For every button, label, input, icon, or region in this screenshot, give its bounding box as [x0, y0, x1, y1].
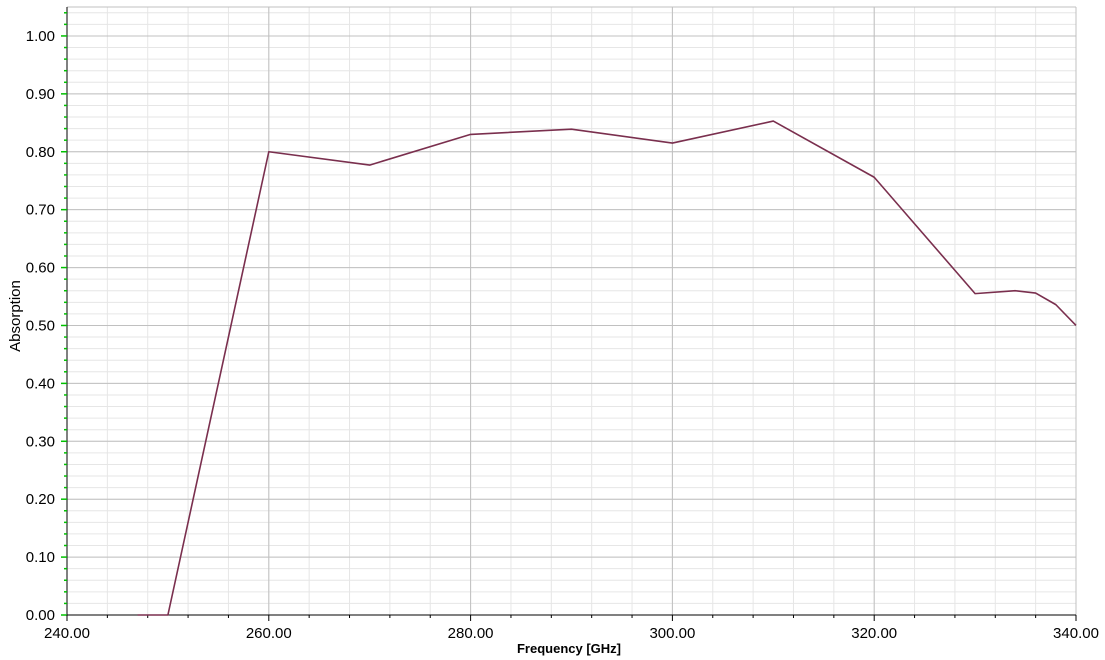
- y-tick-label: 0.30: [26, 433, 55, 450]
- y-tick-label: 0.10: [26, 549, 55, 566]
- series-layer: [137, 120, 1077, 616]
- y-tick-label: 0.70: [26, 202, 55, 219]
- major-grid: [66, 7, 1077, 616]
- y-tick-label: 0.80: [26, 144, 55, 161]
- x-tick-label: 260.00: [246, 625, 292, 642]
- y-tick-label: 0.00: [26, 607, 55, 624]
- x-axis-title: Frequency [GHz]: [517, 641, 621, 656]
- x-axis-ticks: [66, 615, 1077, 621]
- x-axis-tick-labels: 240.00 260.00 280.00 300.00 320.00 340.00: [44, 625, 1099, 642]
- absorption-line: [137, 120, 1077, 616]
- x-tick-label: 240.00: [44, 625, 90, 642]
- y-tick-label: 0.40: [26, 375, 55, 392]
- y-tick-label: 0.90: [26, 86, 55, 103]
- y-tick-label: 0.50: [26, 317, 55, 334]
- y-axis-title: Absorption: [7, 280, 24, 352]
- y-tick-label: 0.60: [26, 260, 55, 277]
- x-tick-label: 340.00: [1053, 625, 1099, 642]
- x-tick-label: 280.00: [448, 625, 494, 642]
- y-tick-label: 0.20: [26, 491, 55, 508]
- minor-grid: [66, 7, 1077, 616]
- x-tick-label: 300.00: [649, 625, 695, 642]
- y-axis-tick-labels: 0.00 0.10 0.20 0.30 0.40 0.50 0.60 0.70 0.80 0.90…: [26, 28, 55, 624]
- y-tick-label: 1.00: [26, 28, 55, 45]
- plot-frame: [66, 6, 1077, 616]
- x-tick-label: 320.00: [851, 625, 897, 642]
- y-axis-ticks: [61, 12, 67, 616]
